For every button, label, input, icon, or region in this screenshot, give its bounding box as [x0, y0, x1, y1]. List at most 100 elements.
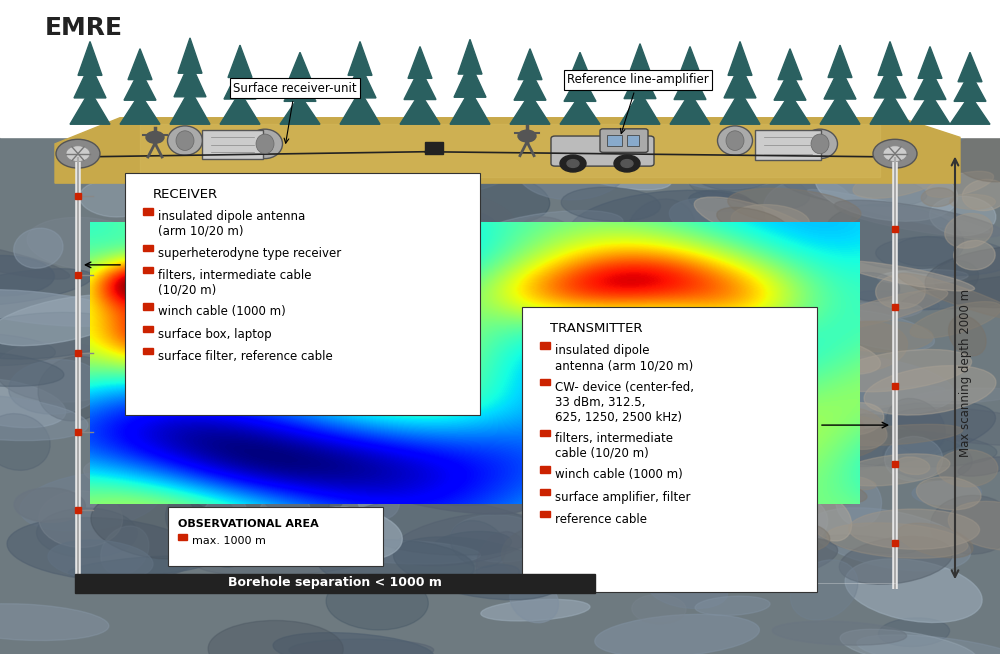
- Ellipse shape: [886, 398, 945, 454]
- Polygon shape: [344, 64, 376, 98]
- Ellipse shape: [275, 468, 342, 517]
- Ellipse shape: [245, 260, 378, 296]
- Ellipse shape: [799, 430, 997, 467]
- Ellipse shape: [614, 322, 804, 379]
- Text: Borehole separation < 1000 m: Borehole separation < 1000 m: [228, 576, 442, 589]
- Ellipse shape: [958, 457, 1000, 476]
- Ellipse shape: [0, 379, 66, 428]
- Ellipse shape: [840, 629, 977, 654]
- Ellipse shape: [442, 225, 579, 288]
- Ellipse shape: [0, 351, 64, 387]
- Ellipse shape: [849, 509, 980, 549]
- Ellipse shape: [236, 433, 399, 491]
- Ellipse shape: [864, 366, 996, 415]
- Ellipse shape: [607, 316, 651, 359]
- Ellipse shape: [948, 502, 1000, 550]
- Ellipse shape: [390, 408, 544, 431]
- Ellipse shape: [510, 577, 558, 623]
- Ellipse shape: [772, 621, 907, 645]
- Ellipse shape: [802, 129, 838, 158]
- Ellipse shape: [101, 405, 197, 445]
- Polygon shape: [770, 94, 810, 124]
- Ellipse shape: [856, 291, 939, 311]
- Ellipse shape: [833, 417, 887, 449]
- Ellipse shape: [878, 269, 968, 284]
- Ellipse shape: [208, 621, 343, 654]
- Ellipse shape: [166, 489, 236, 548]
- Ellipse shape: [393, 251, 521, 307]
- Ellipse shape: [634, 281, 805, 336]
- Polygon shape: [774, 69, 806, 100]
- Ellipse shape: [552, 521, 706, 560]
- Ellipse shape: [450, 515, 547, 562]
- Ellipse shape: [569, 190, 765, 256]
- Bar: [143, 208, 153, 215]
- Polygon shape: [918, 46, 942, 78]
- FancyBboxPatch shape: [125, 173, 480, 415]
- Polygon shape: [820, 92, 860, 124]
- Ellipse shape: [713, 519, 787, 541]
- Ellipse shape: [937, 450, 998, 487]
- Ellipse shape: [190, 182, 295, 208]
- Ellipse shape: [320, 325, 480, 385]
- Text: filters, intermediate cable
(10/20 m): filters, intermediate cable (10/20 m): [158, 269, 312, 297]
- Polygon shape: [408, 46, 432, 78]
- Ellipse shape: [369, 254, 514, 287]
- Ellipse shape: [809, 508, 971, 571]
- Ellipse shape: [203, 496, 246, 530]
- Ellipse shape: [256, 134, 274, 154]
- Ellipse shape: [318, 540, 474, 590]
- Ellipse shape: [726, 356, 831, 407]
- Ellipse shape: [256, 248, 297, 265]
- Ellipse shape: [382, 355, 574, 404]
- Ellipse shape: [193, 296, 286, 346]
- Ellipse shape: [688, 165, 810, 211]
- Ellipse shape: [815, 155, 958, 221]
- Polygon shape: [678, 46, 702, 78]
- Ellipse shape: [747, 424, 856, 470]
- Ellipse shape: [804, 402, 996, 467]
- Ellipse shape: [830, 403, 884, 435]
- Ellipse shape: [419, 303, 559, 325]
- Ellipse shape: [743, 463, 802, 489]
- Ellipse shape: [39, 490, 123, 547]
- Ellipse shape: [0, 295, 136, 345]
- Polygon shape: [914, 68, 946, 99]
- Polygon shape: [348, 42, 372, 75]
- Ellipse shape: [774, 252, 850, 283]
- Bar: [540, 379, 550, 385]
- Ellipse shape: [168, 126, 202, 155]
- Bar: [0, 131, 1000, 654]
- Bar: [540, 511, 550, 517]
- Ellipse shape: [916, 477, 981, 510]
- Ellipse shape: [666, 297, 779, 326]
- Ellipse shape: [691, 138, 788, 190]
- Ellipse shape: [728, 339, 787, 360]
- Ellipse shape: [166, 232, 349, 298]
- Circle shape: [518, 130, 536, 142]
- Ellipse shape: [655, 228, 787, 274]
- Polygon shape: [560, 95, 600, 124]
- Ellipse shape: [730, 470, 828, 517]
- Ellipse shape: [945, 213, 993, 249]
- Text: CW- device (center-fed,
33 dBm, 312.5,
625, 1250, 2500 kHz): CW- device (center-fed, 33 dBm, 312.5, 6…: [555, 381, 694, 424]
- Polygon shape: [174, 61, 206, 97]
- Ellipse shape: [931, 495, 1000, 554]
- Ellipse shape: [273, 632, 434, 654]
- Ellipse shape: [751, 494, 828, 549]
- Bar: [540, 342, 550, 349]
- Polygon shape: [340, 90, 380, 124]
- Ellipse shape: [775, 130, 908, 167]
- Polygon shape: [670, 92, 710, 124]
- Polygon shape: [280, 95, 320, 124]
- Ellipse shape: [7, 517, 199, 581]
- Ellipse shape: [434, 532, 512, 557]
- Ellipse shape: [878, 618, 950, 647]
- Ellipse shape: [800, 407, 886, 458]
- Ellipse shape: [0, 413, 50, 470]
- Ellipse shape: [902, 273, 1000, 309]
- Ellipse shape: [775, 349, 847, 403]
- Bar: [143, 245, 153, 251]
- Ellipse shape: [144, 332, 255, 393]
- Ellipse shape: [649, 329, 728, 381]
